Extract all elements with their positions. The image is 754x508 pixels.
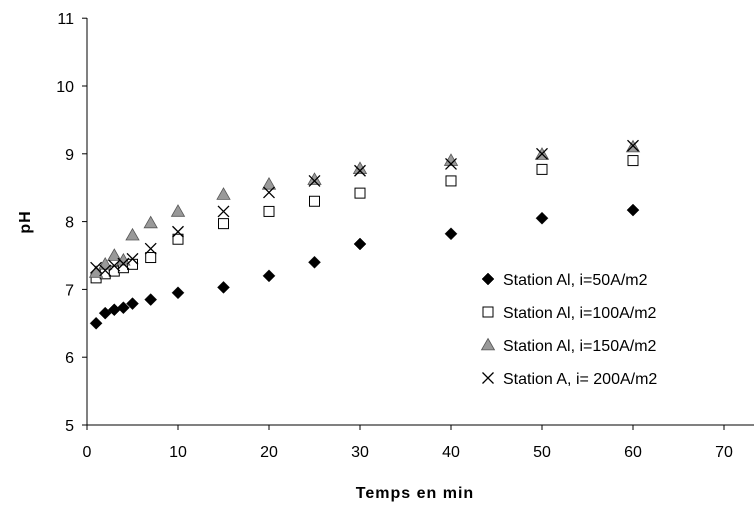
data-point: [144, 293, 158, 306]
series-1: [89, 203, 640, 330]
data-point: [170, 204, 186, 217]
x-tick-label: 50: [533, 444, 551, 461]
data-point: [218, 218, 229, 230]
x-tick-label: 0: [83, 444, 92, 461]
x-tick-label: 70: [715, 444, 733, 461]
data-point: [90, 261, 103, 274]
data-point: [627, 155, 639, 167]
legend-label: Station Al, i=100A/m2: [503, 305, 657, 322]
data-point: [263, 186, 275, 199]
series-2: [90, 155, 639, 284]
data-point: [309, 195, 320, 207]
legend-item: Station Al, i=150A/m2: [480, 337, 657, 355]
x-tick-label: 30: [351, 444, 369, 461]
data-point: [172, 225, 184, 238]
data-point: [353, 237, 367, 251]
data-point: [216, 187, 231, 200]
data-point: [307, 172, 322, 185]
data-point: [117, 257, 130, 270]
axes: [86, 18, 754, 426]
legend-marker: [482, 372, 494, 384]
data-point: [626, 203, 640, 217]
data-point: [627, 139, 639, 152]
legend-label: Station Al, i=50A/m2: [503, 272, 648, 289]
data-point: [99, 264, 112, 277]
legend-item: Station Al, i=50A/m2: [481, 272, 648, 289]
series-4: [90, 139, 639, 277]
legend-marker: [480, 337, 496, 351]
data-point: [308, 174, 321, 187]
data-point: [172, 233, 184, 245]
y-tick-label: 6: [65, 350, 74, 367]
data-point: [107, 248, 122, 261]
data-point: [352, 161, 368, 174]
data-point: [536, 147, 548, 160]
data-point: [89, 316, 103, 330]
x-tick-label: 40: [442, 444, 460, 461]
data-point: [443, 153, 459, 166]
y-axis-title: pH: [17, 210, 34, 233]
data-point: [108, 259, 121, 272]
ticks: 0 10 20 30 40 50 60 70 5 6 7 8 9 10 11: [56, 11, 733, 461]
data-point: [125, 227, 140, 241]
data-point: [126, 297, 139, 310]
data-point: [117, 301, 130, 315]
y-tick-label: 9: [65, 147, 74, 164]
x-tick-label: 20: [260, 444, 278, 461]
data-point: [354, 164, 366, 177]
data-point: [126, 252, 139, 265]
data-point: [445, 158, 457, 170]
data-point: [445, 175, 457, 187]
x-tick-label: 60: [624, 444, 642, 461]
legend-label: Station A, i= 200A/m2: [503, 371, 657, 388]
y-tick-label: 10: [56, 79, 74, 96]
legend-item: Station A, i= 200A/m2: [482, 371, 657, 388]
data-point: [116, 252, 131, 266]
legend-marker: [482, 306, 494, 318]
data-point: [217, 281, 230, 294]
data-point: [308, 255, 321, 269]
data-points: [88, 139, 641, 330]
x-tick-label: 10: [169, 444, 187, 461]
data-point: [536, 163, 548, 175]
data-point: [171, 286, 185, 300]
data-point: [444, 227, 458, 241]
y-tick-label: 8: [65, 215, 74, 232]
data-point: [261, 177, 277, 190]
series-3: [88, 139, 641, 278]
data-point: [535, 211, 549, 225]
data-point: [144, 242, 157, 255]
x-axis-title: Temps en min: [356, 485, 474, 502]
data-point: [354, 187, 366, 199]
legend-item: Station Al, i=100A/m2: [482, 305, 657, 322]
y-tick-label: 7: [65, 282, 74, 299]
y-tick-label: 5: [65, 418, 74, 435]
data-point: [262, 269, 276, 283]
data-point: [217, 205, 230, 218]
legend-marker: [481, 272, 495, 286]
legend: Station Al, i=50A/m2 Station Al, i=100A/m…: [480, 272, 657, 388]
data-point: [98, 306, 112, 320]
y-tick-label: 11: [57, 11, 74, 28]
data-point: [143, 215, 158, 229]
data-point: [145, 252, 157, 264]
data-point: [263, 205, 275, 217]
legend-label: Station Al, i=150A/m2: [503, 338, 657, 355]
